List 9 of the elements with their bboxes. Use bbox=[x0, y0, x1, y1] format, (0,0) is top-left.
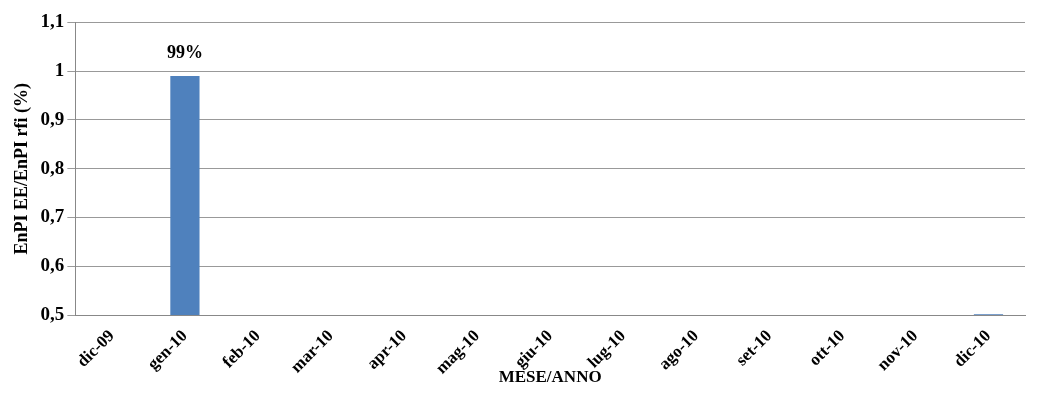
y-tick-label: 0,7 bbox=[40, 205, 65, 227]
y-tick-label: 1,1 bbox=[40, 10, 65, 32]
y-tick-label: 0,5 bbox=[40, 303, 65, 325]
y-tick-label: 1 bbox=[54, 59, 65, 81]
y-axis-title: EnPI EE/EnPI rfi (%) bbox=[11, 82, 33, 255]
y-tick-label: 0,9 bbox=[40, 107, 65, 129]
y-tick-label: 0,8 bbox=[40, 156, 65, 178]
y-tick-label: 0,6 bbox=[40, 254, 65, 276]
data-label: 99% bbox=[166, 41, 203, 62]
